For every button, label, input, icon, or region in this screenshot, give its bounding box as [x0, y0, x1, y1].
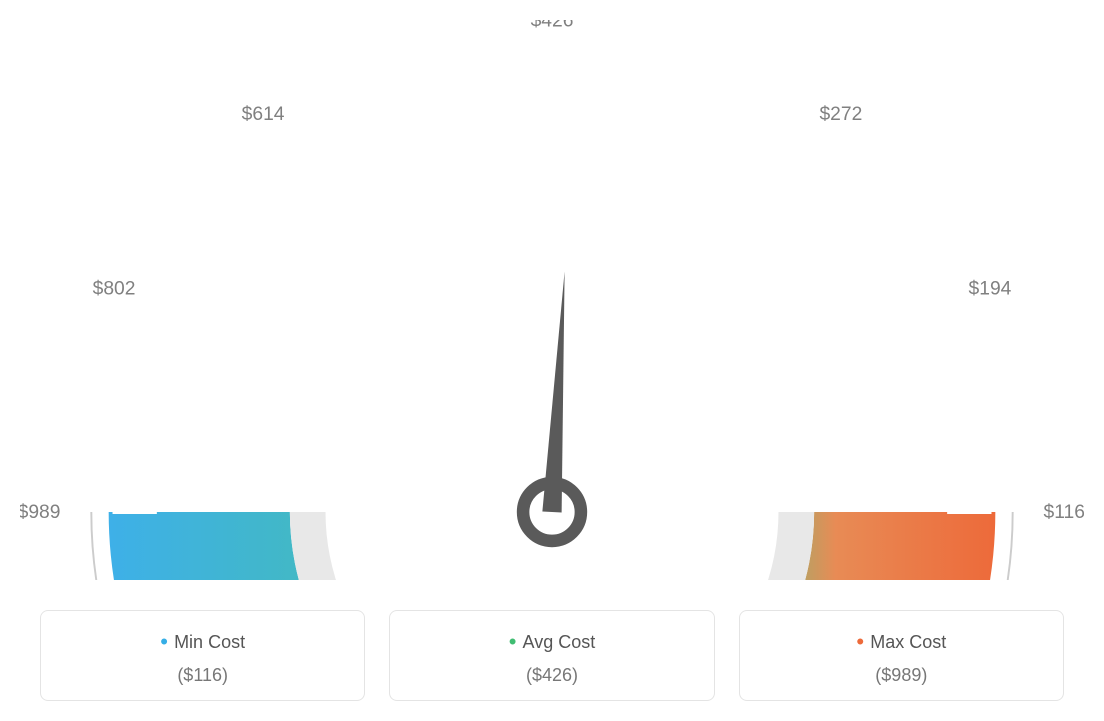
gauge-container: $116 $194 $272 $426 $614 $802 $989: [20, 20, 1084, 580]
legend-row: Min Cost ($116) Avg Cost ($426) Max Cost…: [20, 610, 1084, 701]
gauge-tick: [139, 362, 164, 371]
gauge-tick: [332, 131, 354, 169]
gauge-needle: [542, 271, 564, 512]
gauge-tick: [119, 436, 146, 441]
gauge-tick-label: $116: [1044, 502, 1084, 523]
legend-avg: Avg Cost ($426): [389, 610, 714, 701]
gauge-tick: [476, 79, 481, 106]
gauge-tick: [750, 131, 772, 169]
gauge-tick-label: $802: [93, 279, 136, 300]
legend-avg-label: Avg Cost: [402, 629, 701, 655]
gauge-tick-label: $426: [531, 20, 574, 31]
gauge-tick-label: $614: [242, 104, 285, 125]
gauge-tick: [693, 99, 702, 124]
legend-avg-value: ($426): [402, 665, 701, 686]
gauge-tick-label: $194: [969, 279, 1012, 300]
legend-min-value: ($116): [53, 665, 352, 686]
gauge-tick: [868, 230, 889, 247]
gauge-tick: [402, 99, 411, 124]
gauge-tick: [171, 292, 209, 314]
gauge-tick-label: $989: [20, 502, 60, 523]
gauge-tick: [817, 175, 834, 196]
gauge-tick: [624, 79, 629, 106]
gauge-tick: [958, 436, 985, 441]
gauge-tick: [270, 175, 287, 196]
legend-min-label: Min Cost: [53, 629, 352, 655]
legend-max-label: Max Cost: [752, 629, 1051, 655]
legend-max-value: ($989): [752, 665, 1051, 686]
gauge-tick-label: $272: [819, 104, 862, 125]
gauge-tick: [940, 362, 965, 371]
gauge-tick: [894, 292, 932, 314]
gauge-chart: $116 $194 $272 $426 $614 $802 $989: [20, 20, 1084, 580]
gauge-tick: [215, 230, 236, 247]
legend-max: Max Cost ($989): [739, 610, 1064, 701]
legend-min: Min Cost ($116): [40, 610, 365, 701]
